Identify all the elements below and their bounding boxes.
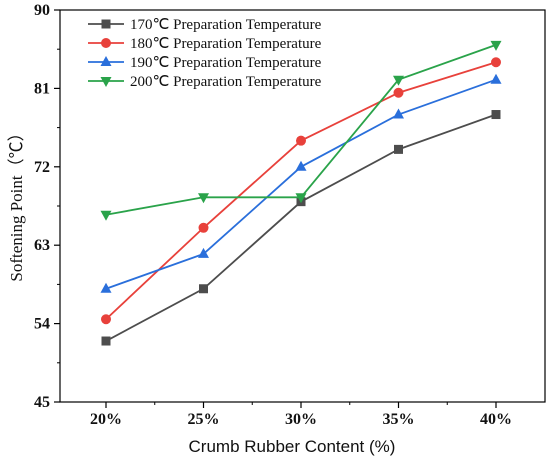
legend-item: 190℃ Preparation Temperature xyxy=(88,55,322,71)
y-tick-label: 81 xyxy=(34,80,50,97)
y-tick-label: 63 xyxy=(34,237,50,254)
x-tick-label: 35% xyxy=(383,411,415,428)
x-tick-label: 30% xyxy=(285,411,317,428)
data-point xyxy=(296,135,306,146)
x-axis-title: Crumb Rubber Content (%) xyxy=(189,437,396,456)
data-point xyxy=(490,73,502,84)
data-point xyxy=(394,144,403,154)
data-point xyxy=(393,108,404,119)
y-tick-label: 90 xyxy=(34,2,50,19)
legend-label: 180℃ Preparation Temperature xyxy=(130,36,322,52)
y-axis-title: Softening Point（℃） xyxy=(7,124,26,281)
series-3 xyxy=(100,73,502,293)
x-tick-label: 40% xyxy=(480,411,512,428)
series-layer xyxy=(100,40,502,346)
legend-item: 200℃ Preparation Temperature xyxy=(88,74,322,90)
x-axis: 20% 25% 30% 35% 40% xyxy=(90,402,512,428)
data-point xyxy=(295,160,307,171)
legend-marker xyxy=(101,38,111,48)
legend-marker xyxy=(100,77,112,87)
series-2 xyxy=(101,57,501,325)
data-point xyxy=(199,284,208,294)
legend-marker xyxy=(100,56,112,66)
data-point xyxy=(198,222,209,233)
y-tick-label: 45 xyxy=(34,394,50,411)
data-point xyxy=(491,57,501,68)
legend-label: 200℃ Preparation Temperature xyxy=(130,74,322,90)
y-axis: 45 54 63 72 81 90 xyxy=(34,2,60,411)
x-tick-label: 20% xyxy=(90,411,122,428)
legend-marker xyxy=(101,19,111,29)
data-point xyxy=(490,40,502,51)
series-line xyxy=(105,113,497,342)
legend-item: 170℃ Preparation Temperature xyxy=(88,17,322,33)
legend: 170℃ Preparation Temperature 180℃ Prepara… xyxy=(88,17,322,90)
legend-item: 180℃ Preparation Temperature xyxy=(88,36,322,52)
series-4 xyxy=(100,40,502,221)
data-point xyxy=(100,210,112,221)
data-point xyxy=(101,314,111,325)
data-point xyxy=(198,247,209,258)
data-point xyxy=(295,193,307,204)
data-point xyxy=(393,75,404,86)
data-point xyxy=(198,193,209,204)
data-point xyxy=(393,87,404,98)
legend-label: 190℃ Preparation Temperature xyxy=(130,55,322,71)
x-tick-label: 25% xyxy=(188,411,220,428)
y-tick-label: 72 xyxy=(34,159,50,176)
series-line xyxy=(105,78,497,290)
y-tick-label: 54 xyxy=(34,316,50,333)
legend-label: 170℃ Preparation Temperature xyxy=(130,17,322,33)
data-point xyxy=(101,336,111,346)
data-point xyxy=(100,282,112,293)
data-point xyxy=(491,110,501,120)
